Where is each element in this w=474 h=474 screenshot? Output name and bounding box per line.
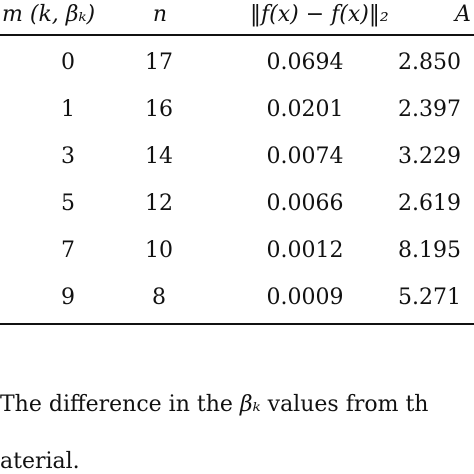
caption-line-2: aterial. (0, 449, 80, 474)
caption-line-1: The difference in the βₖ values from th (0, 392, 428, 418)
cell-error: 0.0074 (266, 144, 344, 169)
table-top-rule (0, 34, 474, 36)
cell-error: 0.0694 (266, 50, 344, 75)
cell-m: 5 (61, 191, 75, 216)
cell-n: 17 (145, 50, 173, 75)
cell-a: 2.619 (398, 191, 461, 216)
cell-m: 7 (61, 238, 75, 263)
cell-n: 14 (145, 144, 173, 169)
caption-beta-symbol: βₖ (239, 392, 261, 417)
cell-m: 0 (61, 50, 75, 75)
cell-m: 1 (61, 97, 75, 122)
cell-n: 12 (145, 191, 173, 216)
cell-a: 2.397 (398, 97, 461, 122)
table-bottom-rule (0, 323, 474, 325)
cell-a: 8.195 (398, 238, 461, 263)
cell-a: 3.229 (398, 144, 461, 169)
cell-m: 3 (61, 144, 75, 169)
cell-error: 0.0201 (266, 97, 344, 122)
cell-a: 2.850 (398, 50, 461, 75)
cell-n: 16 (145, 97, 173, 122)
cell-error: 0.0009 (266, 285, 344, 310)
cell-error: 0.0012 (266, 238, 344, 263)
cell-m: 9 (61, 285, 75, 310)
caption-text: values from th (267, 392, 429, 417)
header-error-norm: ‖f(x) − f(x)‖₂ (250, 2, 389, 27)
cell-a: 5.271 (398, 285, 461, 310)
cell-n: 8 (152, 285, 166, 310)
cell-n: 10 (145, 238, 173, 263)
cell-error: 0.0066 (266, 191, 344, 216)
caption-text: The difference in the (0, 392, 233, 417)
header-m: m (k, βₖ) (2, 2, 96, 27)
header-a: A (455, 2, 471, 27)
header-n: n (152, 2, 168, 27)
